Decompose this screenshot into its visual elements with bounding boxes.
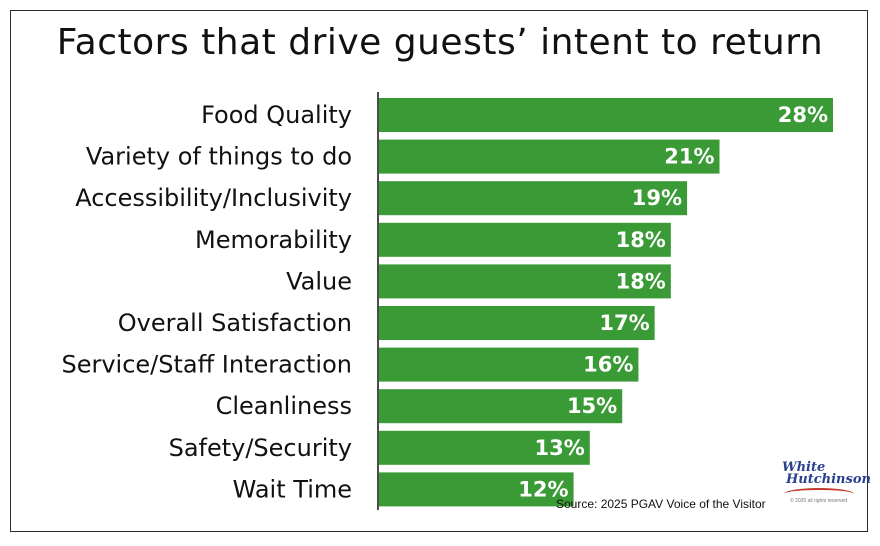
bar-5 xyxy=(379,306,655,340)
bar-0 xyxy=(379,98,833,132)
chart-title: Factors that drive guests’ intent to ret… xyxy=(56,22,824,63)
bars-group: 28% Food Quality 21% Variety of things to d… xyxy=(61,98,833,507)
bar-4 xyxy=(379,264,671,299)
category-label-9: Wait Time xyxy=(233,475,352,503)
category-label-7: Cleanliness xyxy=(216,392,352,420)
category-label-1: Variety of things to do xyxy=(86,143,352,171)
value-label-7: 15% xyxy=(567,394,617,418)
source-note: Source: 2025 PGAV Voice of the Visitor xyxy=(556,497,766,511)
logo-line-2: Hutchinson xyxy=(786,472,871,487)
value-label-1: 21% xyxy=(664,145,714,169)
value-label-2: 19% xyxy=(632,186,682,210)
value-label-0: 28% xyxy=(778,103,828,127)
white-hutchinson-logo: White Hutchinson © 2025 all rights reser… xyxy=(780,460,871,516)
category-label-8: Safety/Security xyxy=(169,434,352,462)
category-label-5: Overall Satisfaction xyxy=(118,309,352,337)
bar-3 xyxy=(379,222,671,257)
bar-1 xyxy=(379,139,720,174)
logo-line-1: White xyxy=(782,460,826,475)
category-label-0: Food Quality xyxy=(201,101,352,129)
bar-7 xyxy=(379,389,623,424)
value-label-5: 17% xyxy=(599,311,649,335)
category-label-6: Service/Staff Interaction xyxy=(61,351,352,379)
value-label-8: 13% xyxy=(535,436,585,460)
value-label-3: 18% xyxy=(616,228,666,252)
category-label-3: Memorability xyxy=(195,226,352,254)
bar-9 xyxy=(379,472,574,507)
value-label-6: 16% xyxy=(583,353,633,377)
value-label-9: 12% xyxy=(518,477,568,501)
logo-tagline: © 2025 all rights reserved xyxy=(790,498,848,504)
bar-8 xyxy=(379,430,590,465)
bar-2 xyxy=(379,181,688,216)
category-label-4: Value xyxy=(286,267,352,295)
bar-6 xyxy=(379,347,639,382)
category-label-2: Accessibility/Inclusivity xyxy=(75,184,352,212)
logo-swoosh-icon xyxy=(784,488,854,500)
value-label-4: 18% xyxy=(616,269,666,293)
